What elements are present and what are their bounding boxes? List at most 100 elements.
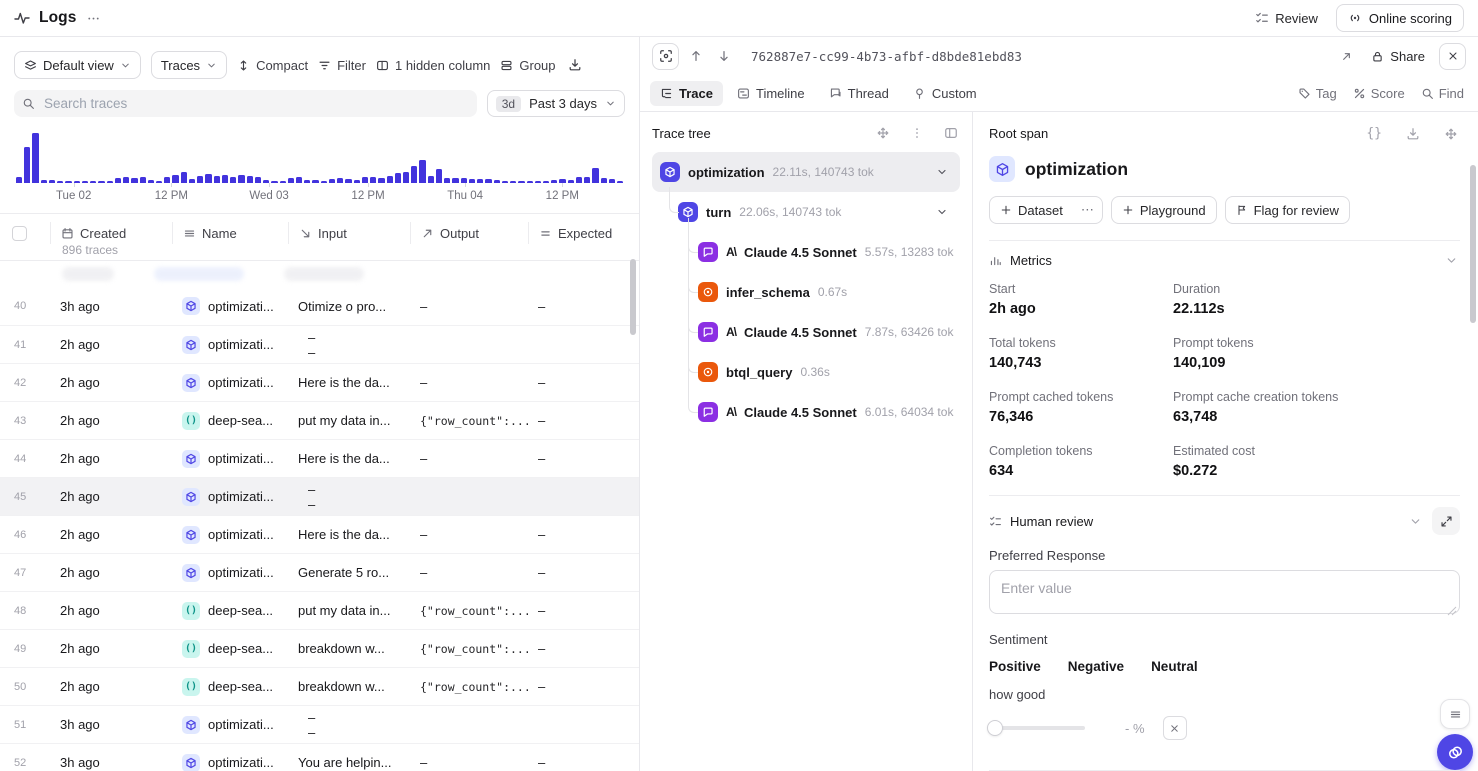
histogram-bar[interactable]	[32, 133, 38, 183]
right-scrollbar-thumb[interactable]	[1470, 165, 1476, 323]
table-row[interactable]: 492h ago()deep-sea...breakdown w...{"row…	[0, 629, 639, 667]
histogram-bar[interactable]	[329, 179, 335, 183]
histogram-bar[interactable]	[214, 176, 220, 183]
histogram-bar[interactable]	[189, 179, 195, 183]
export-button[interactable]	[566, 56, 584, 74]
histogram-bar[interactable]	[518, 181, 524, 183]
metrics-collapse-button[interactable]	[1443, 252, 1460, 269]
hidden-columns-button[interactable]: 1 hidden column	[376, 58, 490, 73]
sentiment-negative-button[interactable]: Negative	[1068, 659, 1124, 674]
histogram-bar[interactable]	[617, 181, 623, 183]
histogram-bar[interactable]	[255, 177, 261, 183]
table-row[interactable]: 412h agooptimizati...––	[0, 325, 639, 363]
review-button[interactable]: Review	[1255, 11, 1318, 26]
histogram-bar[interactable]	[428, 176, 434, 183]
histogram-bar[interactable]	[148, 180, 154, 183]
share-button[interactable]: Share	[1371, 49, 1425, 64]
histogram-bar[interactable]	[123, 177, 129, 183]
histogram-bar[interactable]	[502, 181, 508, 183]
slider-knob[interactable]	[987, 720, 1003, 736]
histogram-bar[interactable]	[222, 175, 228, 183]
histogram-bar[interactable]	[288, 178, 294, 183]
histogram-bar[interactable]	[90, 181, 96, 183]
sentiment-neutral-button[interactable]: Neutral	[1151, 659, 1198, 674]
histogram-bar[interactable]	[164, 177, 170, 183]
clear-score-button[interactable]	[1163, 716, 1187, 740]
tab-thread[interactable]: Thread	[819, 81, 899, 106]
tree-node-infer-schema[interactable]: infer_schema0.67s	[652, 272, 960, 312]
histogram-bar[interactable]	[296, 177, 302, 183]
preferred-response-input[interactable]	[989, 570, 1460, 614]
histogram-bars[interactable]	[16, 131, 623, 183]
histogram-bar[interactable]	[181, 172, 187, 183]
table-row[interactable]: 523h agooptimizati...You are helpin...––	[0, 743, 639, 771]
download-span-button[interactable]	[1404, 125, 1422, 143]
histogram-bar[interactable]	[107, 181, 113, 183]
histogram-bar[interactable]	[568, 180, 574, 183]
histogram-bar[interactable]	[601, 178, 607, 183]
search-input[interactable]	[14, 90, 477, 117]
tree-node-turn[interactable]: turn22.06s, 140743 tok	[652, 192, 960, 232]
histogram-bar[interactable]	[387, 176, 393, 183]
close-panel-button[interactable]	[1439, 43, 1466, 70]
histogram-bar[interactable]	[551, 180, 557, 183]
tag-button[interactable]: Tag	[1298, 86, 1337, 101]
tree-node-claude-4-5-sonnet[interactable]: A\Claude 4.5 Sonnet5.57s, 13283 tok	[652, 232, 960, 272]
histogram-bar[interactable]	[312, 180, 318, 183]
histogram-bar[interactable]	[115, 178, 121, 183]
column-header-expected[interactable]: Expected	[528, 222, 639, 244]
histogram-bar[interactable]	[527, 181, 533, 183]
histogram-bar[interactable]	[24, 147, 30, 183]
table-row[interactable]: 472h agooptimizati...Generate 5 ro...––	[0, 553, 639, 591]
dataset-menu-button[interactable]: ⋯	[1073, 197, 1102, 223]
histogram-bar[interactable]	[205, 174, 211, 183]
histogram-bar[interactable]	[494, 180, 500, 183]
compact-toggle[interactable]: Compact	[237, 58, 308, 73]
select-all-checkbox[interactable]	[12, 226, 27, 241]
column-header-output[interactable]: Output	[410, 222, 528, 244]
table-row[interactable]: 432h ago()deep-sea...put my data in...{"…	[0, 401, 639, 439]
histogram-bar[interactable]	[395, 173, 401, 183]
histogram-bar[interactable]	[535, 181, 541, 183]
human-review-collapse-button[interactable]	[1407, 513, 1424, 530]
histogram-bar[interactable]	[131, 178, 137, 183]
tree-node-claude-4-5-sonnet[interactable]: A\Claude 4.5 Sonnet7.87s, 63426 tok	[652, 312, 960, 352]
histogram-bar[interactable]	[345, 179, 351, 183]
view-select[interactable]: Default view	[14, 51, 141, 79]
sentiment-positive-button[interactable]: Positive	[989, 659, 1041, 674]
table-row[interactable]: 462h agooptimizati...Here is the da...––	[0, 515, 639, 553]
histogram-bar[interactable]	[510, 181, 516, 183]
group-button[interactable]: Group	[500, 58, 555, 73]
tree-node-claude-4-5-sonnet[interactable]: A\Claude 4.5 Sonnet6.01s, 64034 tok	[652, 392, 960, 432]
table-row[interactable]: 442h agooptimizati...Here is the da...––	[0, 439, 639, 477]
flag-for-review-button[interactable]: Flag for review	[1225, 196, 1350, 224]
histogram-bar[interactable]	[584, 177, 590, 183]
histogram-bar[interactable]	[98, 181, 104, 183]
find-button[interactable]: Find	[1421, 86, 1464, 101]
histogram-bar[interactable]	[477, 179, 483, 183]
add-to-dataset-button[interactable]: Dataset	[990, 197, 1073, 223]
histogram-bar[interactable]	[280, 181, 286, 183]
histogram-bar[interactable]	[609, 179, 615, 183]
histogram-bar[interactable]	[82, 181, 88, 183]
next-trace-button[interactable]	[713, 45, 735, 67]
tree-node-optimization[interactable]: optimization22.11s, 140743 tok	[652, 152, 960, 192]
left-scrollbar-thumb[interactable]	[630, 259, 636, 335]
detail-resize-button[interactable]	[1442, 125, 1460, 143]
open-fullscreen-button[interactable]	[1336, 46, 1357, 67]
histogram-bar[interactable]	[444, 178, 450, 183]
tab-trace[interactable]: Trace	[650, 81, 723, 106]
histogram-bar[interactable]	[49, 180, 55, 183]
histogram-bar[interactable]	[370, 177, 376, 183]
histogram-bar[interactable]	[378, 178, 384, 183]
side-menu-button[interactable]	[1440, 699, 1470, 729]
histogram-bar[interactable]	[411, 166, 417, 183]
view-json-button[interactable]: {}	[1364, 124, 1384, 143]
histogram-bar[interactable]	[140, 177, 146, 183]
table-row[interactable]: 403h agooptimizati...Otimize o pro...––	[0, 287, 639, 325]
time-range-select[interactable]: 3d Past 3 days	[487, 90, 625, 117]
tree-resize-button[interactable]	[874, 124, 892, 142]
histogram-bar[interactable]	[238, 175, 244, 183]
previous-trace-button[interactable]	[685, 45, 707, 67]
histogram-bar[interactable]	[419, 160, 425, 183]
